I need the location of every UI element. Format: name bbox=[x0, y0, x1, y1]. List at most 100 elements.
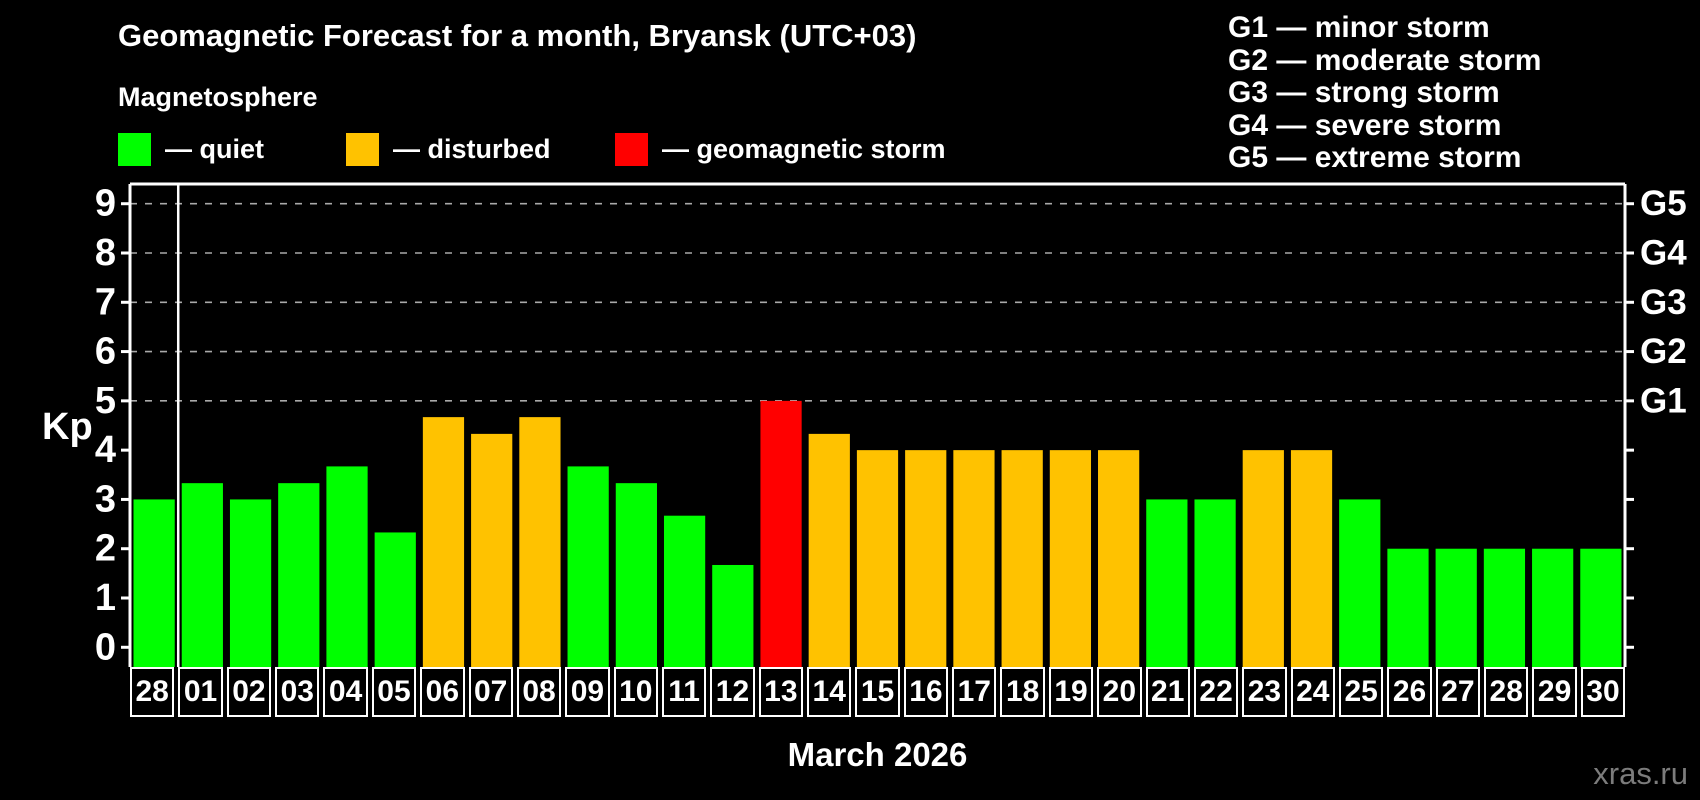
bar-day-20 bbox=[1098, 450, 1140, 667]
bar-day-28 bbox=[133, 499, 175, 667]
bar-day-14 bbox=[808, 433, 850, 667]
legend-label-storm: — geomagnetic storm bbox=[662, 134, 946, 164]
day-cell-03: 03 bbox=[275, 667, 320, 717]
bar-day-05 bbox=[374, 532, 416, 667]
disturbed-color-swatch bbox=[346, 133, 379, 166]
g-scale-label-g4: G4 bbox=[1640, 234, 1687, 273]
bar-day-16 bbox=[905, 450, 947, 667]
day-cell-05: 05 bbox=[371, 667, 417, 717]
day-cell-28-prev-month: 28 bbox=[130, 667, 175, 717]
y-axis-tick-label-7: 7 bbox=[95, 281, 116, 323]
bar-day-29 bbox=[1532, 548, 1574, 667]
page-title: Geomagnetic Forecast for a month, Bryans… bbox=[118, 18, 917, 53]
bar-day-25 bbox=[1339, 499, 1381, 667]
bar-day-09 bbox=[567, 466, 609, 667]
y-axis-tick-label-5: 5 bbox=[95, 380, 116, 422]
day-cell-30: 30 bbox=[1580, 667, 1626, 717]
bar-day-30 bbox=[1580, 548, 1622, 667]
bar-day-04 bbox=[326, 466, 368, 667]
bar-day-15 bbox=[856, 450, 899, 667]
watermark: xras.ru bbox=[1593, 756, 1688, 791]
day-cell-06: 06 bbox=[420, 667, 465, 717]
bar-day-10 bbox=[615, 483, 657, 667]
g3-legend-line: G3 — strong storm bbox=[1228, 76, 1500, 109]
day-cell-02: 02 bbox=[226, 667, 272, 717]
day-cell-22: 22 bbox=[1193, 667, 1239, 717]
y-axis-tick-label-2: 2 bbox=[95, 528, 116, 570]
bar-day-23 bbox=[1242, 450, 1284, 667]
y-axis-title: Kp bbox=[42, 406, 93, 448]
quiet-color-swatch bbox=[118, 133, 151, 166]
bar-day-28 bbox=[1483, 548, 1526, 667]
bar-day-22 bbox=[1194, 499, 1236, 667]
day-cell-04: 04 bbox=[323, 667, 368, 717]
y-axis-tick-label-9: 9 bbox=[95, 183, 116, 225]
bar-day-24 bbox=[1290, 450, 1333, 667]
day-cell-18: 18 bbox=[1000, 667, 1045, 717]
day-cell-19: 19 bbox=[1048, 667, 1094, 717]
bar-day-07 bbox=[471, 433, 513, 667]
bar-day-17 bbox=[953, 450, 995, 667]
day-cell-09: 09 bbox=[565, 667, 610, 717]
bar-day-18 bbox=[1001, 450, 1043, 667]
g-scale-label-g2: G2 bbox=[1640, 332, 1687, 371]
day-cell-17: 17 bbox=[952, 667, 997, 717]
bar-day-02 bbox=[229, 499, 272, 667]
day-cell-23: 23 bbox=[1242, 667, 1287, 717]
bar-day-08 bbox=[519, 417, 561, 667]
day-cell-20: 20 bbox=[1097, 667, 1142, 717]
day-cell-11: 11 bbox=[661, 667, 707, 717]
day-cell-28: 28 bbox=[1484, 667, 1529, 717]
day-cell-13: 13 bbox=[758, 667, 804, 717]
day-cell-12: 12 bbox=[710, 667, 755, 717]
y-axis-tick-label-0: 0 bbox=[95, 626, 116, 668]
g-scale-label-g5: G5 bbox=[1640, 184, 1687, 223]
day-cell-16: 16 bbox=[903, 667, 949, 717]
month-label: March 2026 bbox=[787, 736, 968, 773]
g-scale-legend: G1 — minor storm G2 — moderate storm G3 … bbox=[1228, 11, 1542, 175]
magnetosphere-label: Magnetosphere bbox=[118, 82, 318, 112]
bar-day-27 bbox=[1435, 548, 1477, 667]
x-axis-day-labels: 28 01 02 03 04 05 06 07 08 09 10 11 12 13 14 15 16 17 18 19… bbox=[130, 667, 1626, 717]
day-cell-21: 21 bbox=[1145, 667, 1190, 717]
day-cell-07: 07 bbox=[468, 667, 513, 717]
bar-day-21 bbox=[1146, 499, 1188, 667]
day-cell-14: 14 bbox=[807, 667, 852, 717]
g-scale-label-g3: G3 bbox=[1640, 283, 1687, 322]
day-cell-26: 26 bbox=[1387, 667, 1432, 717]
day-cell-15: 15 bbox=[855, 667, 900, 717]
bar-day-06 bbox=[422, 417, 465, 667]
day-cell-01: 01 bbox=[178, 667, 223, 717]
day-cell-24: 24 bbox=[1290, 667, 1335, 717]
legend-label-disturbed: — disturbed bbox=[393, 134, 551, 164]
day-cell-27: 27 bbox=[1435, 667, 1481, 717]
bar-day-19 bbox=[1049, 450, 1092, 667]
magnetosphere-legend: — quiet — disturbed — geomagnetic storm bbox=[0, 133, 1100, 167]
bar-day-01 bbox=[181, 483, 223, 667]
bar-day-03 bbox=[278, 483, 320, 667]
day-cell-29: 29 bbox=[1532, 667, 1577, 717]
y-axis-tick-label-1: 1 bbox=[95, 577, 116, 619]
day-cell-10: 10 bbox=[613, 667, 658, 717]
legend-item-disturbed: — disturbed bbox=[346, 133, 551, 166]
g1-legend-line: G1 — minor storm bbox=[1228, 11, 1490, 44]
y-axis-tick-label-6: 6 bbox=[95, 331, 116, 373]
day-cell-25: 25 bbox=[1338, 667, 1384, 717]
legend-label-quiet: — quiet bbox=[165, 134, 264, 164]
kp-bar-chart: 0 1 2 3 4 5 6 7 8 9 G5 G4 G3 G2 G1 Kp bbox=[42, 182, 1687, 668]
bar-day-13 bbox=[760, 400, 802, 667]
y-axis-tick-label-4: 4 bbox=[95, 429, 116, 471]
storm-color-swatch bbox=[615, 133, 648, 166]
bar-day-12 bbox=[712, 564, 754, 667]
bar-day-26 bbox=[1387, 548, 1429, 667]
g2-legend-line: G2 — moderate storm bbox=[1228, 43, 1542, 77]
day-cell-08: 08 bbox=[516, 667, 562, 717]
legend-item-storm: — geomagnetic storm bbox=[615, 133, 946, 166]
g5-legend-line: G5 — extreme storm bbox=[1228, 141, 1522, 174]
y-axis-tick-label-3: 3 bbox=[95, 478, 116, 520]
bar-day-11 bbox=[663, 515, 706, 667]
legend-item-quiet: — quiet bbox=[118, 133, 264, 166]
g4-legend-line: G4 — severe storm bbox=[1228, 108, 1502, 142]
y-axis-tick-label-8: 8 bbox=[95, 232, 116, 274]
